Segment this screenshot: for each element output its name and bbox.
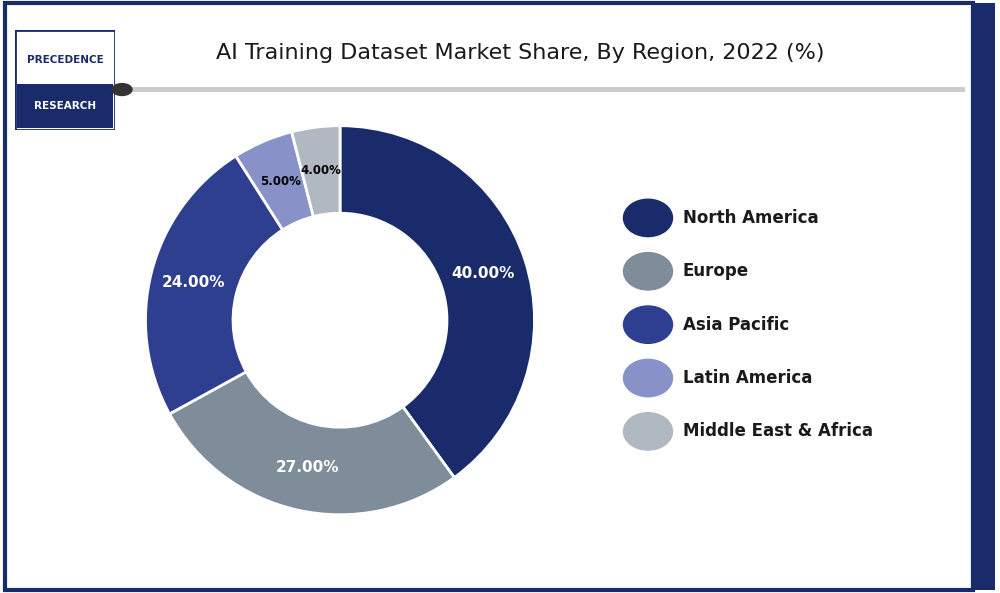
- Text: Middle East & Africa: Middle East & Africa: [683, 422, 873, 441]
- Text: PRECEDENCE: PRECEDENCE: [27, 55, 103, 65]
- FancyBboxPatch shape: [17, 84, 113, 129]
- Circle shape: [624, 199, 672, 237]
- Wedge shape: [236, 132, 313, 230]
- FancyBboxPatch shape: [15, 30, 115, 130]
- Text: AI Training Dataset Market Share, By Region, 2022 (%): AI Training Dataset Market Share, By Reg…: [216, 43, 824, 63]
- Text: 5.00%: 5.00%: [260, 176, 301, 189]
- Text: RESEARCH: RESEARCH: [34, 101, 96, 111]
- Wedge shape: [170, 372, 454, 515]
- Circle shape: [624, 253, 672, 290]
- Text: Asia Pacific: Asia Pacific: [683, 315, 789, 334]
- Text: 24.00%: 24.00%: [162, 275, 226, 290]
- Wedge shape: [145, 156, 283, 414]
- Wedge shape: [292, 126, 340, 216]
- Text: 27.00%: 27.00%: [275, 460, 339, 475]
- Circle shape: [624, 359, 672, 397]
- Text: 40.00%: 40.00%: [452, 266, 515, 281]
- Text: North America: North America: [683, 209, 819, 227]
- Text: 4.00%: 4.00%: [301, 164, 342, 177]
- Circle shape: [624, 413, 672, 450]
- Wedge shape: [340, 126, 535, 477]
- Text: Latin America: Latin America: [683, 369, 812, 387]
- Text: Europe: Europe: [683, 262, 749, 280]
- Circle shape: [624, 306, 672, 343]
